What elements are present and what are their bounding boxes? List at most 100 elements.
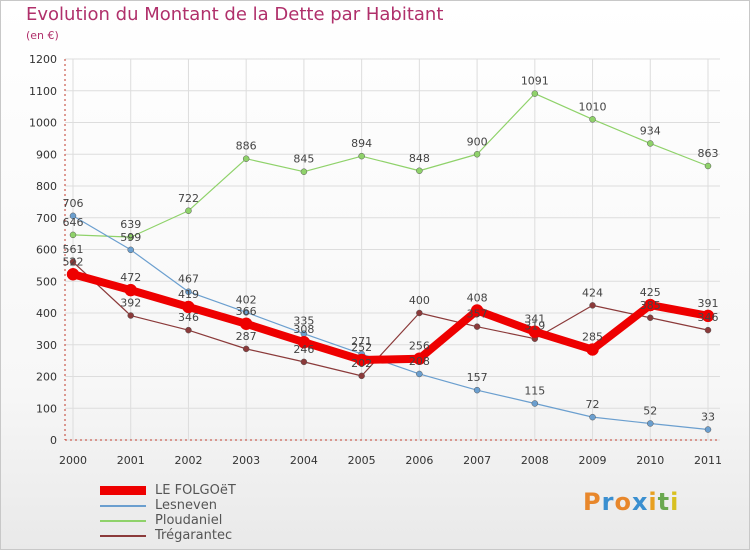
data-label: 522 [63,255,84,268]
data-label: 886 [236,140,257,153]
data-point [473,151,481,158]
legend-label: Lesneven [155,498,217,513]
data-label: 639 [120,218,141,231]
x-tick-label: 2004 [290,454,318,467]
chart-title: Evolution du Montant de la Dette par Hab… [26,4,444,25]
data-label: 346 [178,311,199,324]
data-point [300,168,308,175]
data-point [473,386,481,394]
data-point [182,300,195,314]
data-point [644,298,657,312]
brand-logo: Proxiti [583,488,679,516]
legend-swatch [100,535,146,537]
y-tick-label: 700 [36,212,57,225]
data-point [416,167,423,175]
series-line [72,261,709,377]
data-label: 894 [351,137,372,150]
x-tick-label: 2003 [232,454,260,467]
data-label: 472 [120,271,141,284]
data-label: 722 [178,192,199,205]
data-label: 1091 [521,75,549,88]
data-point [297,335,311,349]
data-label: 706 [63,197,84,210]
brand-letter: i [648,488,658,516]
x-tick-label: 2002 [174,454,202,467]
data-label: 561 [63,243,84,256]
legend-item: LE FOLGOëT [100,483,340,498]
brand-letter: x [631,488,649,516]
data-point [704,326,712,334]
data-point [242,155,250,162]
x-tick-label: 2008 [521,454,549,467]
data-point [358,372,365,380]
brand-letter: P [583,488,602,516]
data-point [66,268,80,281]
data-point [470,304,484,317]
data-label: 366 [236,305,257,318]
y-tick-label: 400 [36,307,57,320]
data-point [589,116,596,123]
data-label: 346 [698,311,719,324]
y-tick-label: 500 [36,275,57,288]
data-point [528,325,542,338]
data-point [531,400,539,407]
data-point [69,231,77,239]
data-point [127,312,134,319]
y-tick-label: 100 [36,402,57,415]
y-tick-label: 600 [36,244,57,257]
data-label: 391 [698,297,719,310]
data-label: 1010 [579,100,607,113]
data-point [239,317,253,331]
legend-swatch [100,486,146,495]
data-point [586,343,599,356]
data-label: 246 [293,343,314,356]
data-point [531,90,539,97]
data-point [413,352,426,365]
series-line [69,270,712,364]
data-point [69,212,77,220]
data-label: 115 [524,384,545,397]
data-label: 845 [293,153,314,166]
data-label: 400 [409,294,430,307]
data-point [127,246,134,254]
data-point [701,309,715,323]
y-tick-label: 1200 [29,53,57,66]
y-tick-label: 1100 [29,85,57,98]
data-point [647,314,654,322]
x-tick-label: 2006 [405,454,433,467]
data-point [124,283,137,297]
data-label: 335 [293,315,314,328]
legend: LE FOLGOëT Lesneven Ploudaniel Trégarant… [100,483,340,543]
data-label: 408 [467,291,488,304]
brand-letter: r [601,488,615,516]
data-point [416,370,423,378]
data-label: 33 [701,411,715,424]
legend-swatch [100,505,146,507]
data-point [242,345,250,353]
data-point [127,233,134,241]
data-label: 256 [409,340,430,353]
data-label: 599 [120,231,141,244]
y-tick-label: 1000 [29,117,57,130]
y-tick-label: 900 [36,148,57,161]
data-label: 848 [409,152,430,165]
legend-item: Lesneven [100,498,340,513]
x-tick-label: 2005 [348,454,376,467]
data-label: 863 [698,147,719,160]
data-label: 287 [236,330,257,343]
data-label: 424 [582,286,603,299]
data-label: 646 [63,216,84,229]
brand-letter: i [670,488,680,516]
data-point [704,162,712,170]
data-point [647,140,654,147]
data-label: 271 [351,335,372,348]
x-tick-label: 2007 [463,454,491,467]
data-label: 52 [643,404,657,417]
data-point [185,207,192,215]
series-line [72,215,709,431]
data-label: 208 [409,355,430,368]
data-point [473,323,481,330]
data-label: 285 [582,331,603,344]
